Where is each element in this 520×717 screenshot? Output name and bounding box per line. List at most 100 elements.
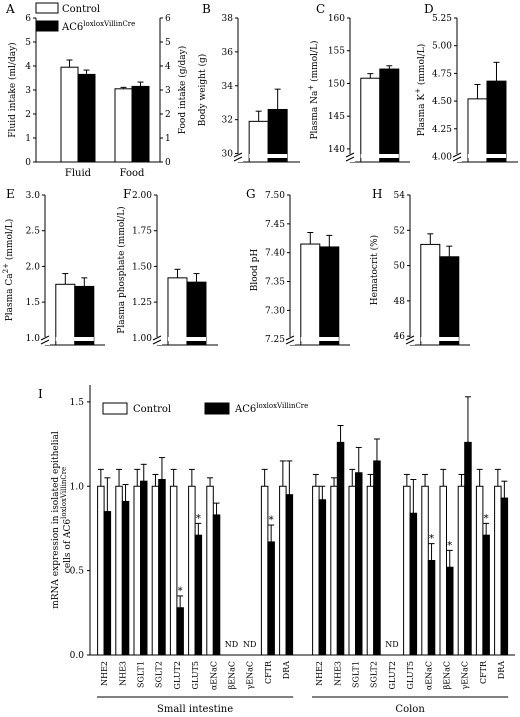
axis-break-gap (405, 337, 415, 345)
y-tick-label: 36 (222, 48, 234, 58)
bar-control (348, 485, 356, 656)
axis-break-mark (152, 339, 162, 345)
y-tick-label: 0.0 (70, 651, 85, 661)
axis-break-mark (405, 339, 415, 345)
axis-break-mark (452, 152, 462, 158)
y-tick-label: 7.30 (265, 306, 285, 316)
legend-swatch-control (35, 2, 59, 14)
y-tick-label: 7.50 (265, 191, 285, 201)
axis-break-gap (233, 154, 243, 162)
bar (486, 80, 507, 163)
bar-ko (464, 441, 472, 656)
y-tick-label: 50 (394, 262, 406, 272)
bar-break-gap (467, 154, 506, 158)
panel-letter: H (372, 187, 382, 201)
axis-break-gap (40, 337, 50, 345)
bar-ko (482, 534, 490, 656)
x-tick-label: SGLT2 (155, 661, 164, 688)
bar-control (457, 485, 466, 656)
bar-break-gap (55, 337, 94, 341)
bar-control (260, 485, 269, 656)
y-tick-label: 0 (25, 158, 31, 168)
bar (114, 88, 133, 163)
y-axis-label: Fluid intake (ml/day) (7, 42, 18, 137)
bar (74, 285, 95, 346)
y-tick-label: 38 (222, 14, 234, 24)
bar-ko (500, 497, 509, 656)
bar-control (312, 485, 320, 656)
y-tick-label: 4.75 (432, 69, 452, 79)
x-tick-label: GLUT5 (191, 661, 200, 689)
y-tick-label: 155 (328, 47, 345, 57)
y-tick-label-right: 3 (165, 86, 171, 96)
group-colon: NHE2 NHE3 SGLT1 SGLT2 ND GLUT2 GLUT5 * αENaC * βEN… (312, 396, 509, 715)
x-tick-label: SGLT1 (137, 661, 146, 688)
y-tick-label: 4 (25, 62, 31, 72)
y-axis-label: Plasma Ca2+ (mmol/L) (2, 219, 15, 322)
panel-letter: D (424, 2, 434, 16)
panel-letter: G (246, 187, 256, 201)
bar-control (188, 485, 196, 656)
y-tick-label: 5.25 (432, 14, 452, 24)
axis-break-mark (285, 335, 295, 341)
y-tick-label: 6 (25, 14, 31, 24)
x-tick-label: βENaC (443, 661, 452, 689)
bar-ko (373, 460, 381, 656)
significance-marker: * (447, 540, 452, 551)
bar (131, 85, 150, 163)
legend: Control AC6loxloxVillinCre (35, 2, 135, 33)
panel-h: H 46 48 50 52 54 Hematocrit (%) (369, 187, 470, 346)
y-tick-label: 150 (328, 79, 345, 89)
panel-g: G 7.25 7.30 7.35 7.40 7.45 7.50 Blood pH (246, 187, 350, 346)
legend-label-ko: AC6loxloxVillinCre (234, 402, 308, 415)
axis-break-mark (345, 156, 355, 162)
x-tick-label: GLUT5 (406, 661, 415, 689)
axis-break-mark (285, 339, 295, 345)
y-tick-label: 1.75 (132, 227, 152, 237)
y-tick-label: 3 (25, 86, 31, 96)
y-tick-label: 2.5 (26, 227, 41, 237)
axis-break-gap (345, 154, 355, 162)
y-tick-label-right: 6 (165, 14, 171, 24)
y-tick-label: 7.40 (265, 249, 285, 259)
bar-break-gap (167, 337, 206, 341)
legend-label-control: Control (133, 404, 171, 415)
y-tick-label-right: 0 (165, 158, 171, 168)
bar-control (115, 485, 123, 656)
bar-ko (158, 479, 166, 656)
bar (467, 98, 488, 163)
x-tick-label: SGLT1 (352, 661, 361, 688)
bar (167, 277, 188, 346)
bar-break-gap (300, 337, 339, 341)
panel-d: D 4.00 4.25 4.50 4.75 5.00 5.25 Plasma K+ (mmol… (414, 2, 518, 163)
bar-ko (336, 441, 345, 656)
bar-control (279, 485, 287, 656)
x-tick-label: CFTR (264, 660, 273, 684)
bar (186, 281, 207, 346)
bar-ko (103, 511, 112, 656)
bar-control (494, 485, 502, 656)
bar-control (475, 485, 484, 656)
y-tick-label-right: 1 (165, 134, 171, 144)
bar-break-gap (249, 154, 288, 158)
x-tick-label: Fluid (65, 168, 92, 179)
axis-break-gap (452, 154, 462, 162)
y-tick-label: 4.00 (432, 152, 452, 162)
y-axis-label: Body weight (g) (197, 54, 208, 126)
nd-label: ND (243, 640, 256, 649)
y-tick-label: 3.0 (26, 191, 41, 201)
bar-ko (446, 566, 454, 656)
bar-control (151, 485, 160, 656)
axis-break-mark (40, 339, 50, 345)
x-tick-label: αENaC (424, 661, 433, 690)
y-tick-label: 1.00 (132, 334, 152, 344)
y-tick-label: 2 (25, 110, 31, 120)
bar-break-gap (420, 337, 459, 341)
bar-ko (318, 499, 327, 656)
bar-control (366, 485, 375, 656)
bar (420, 243, 441, 346)
bar-control (169, 485, 178, 656)
y-tick-label: 46 (394, 332, 406, 342)
bar-control (421, 485, 429, 656)
